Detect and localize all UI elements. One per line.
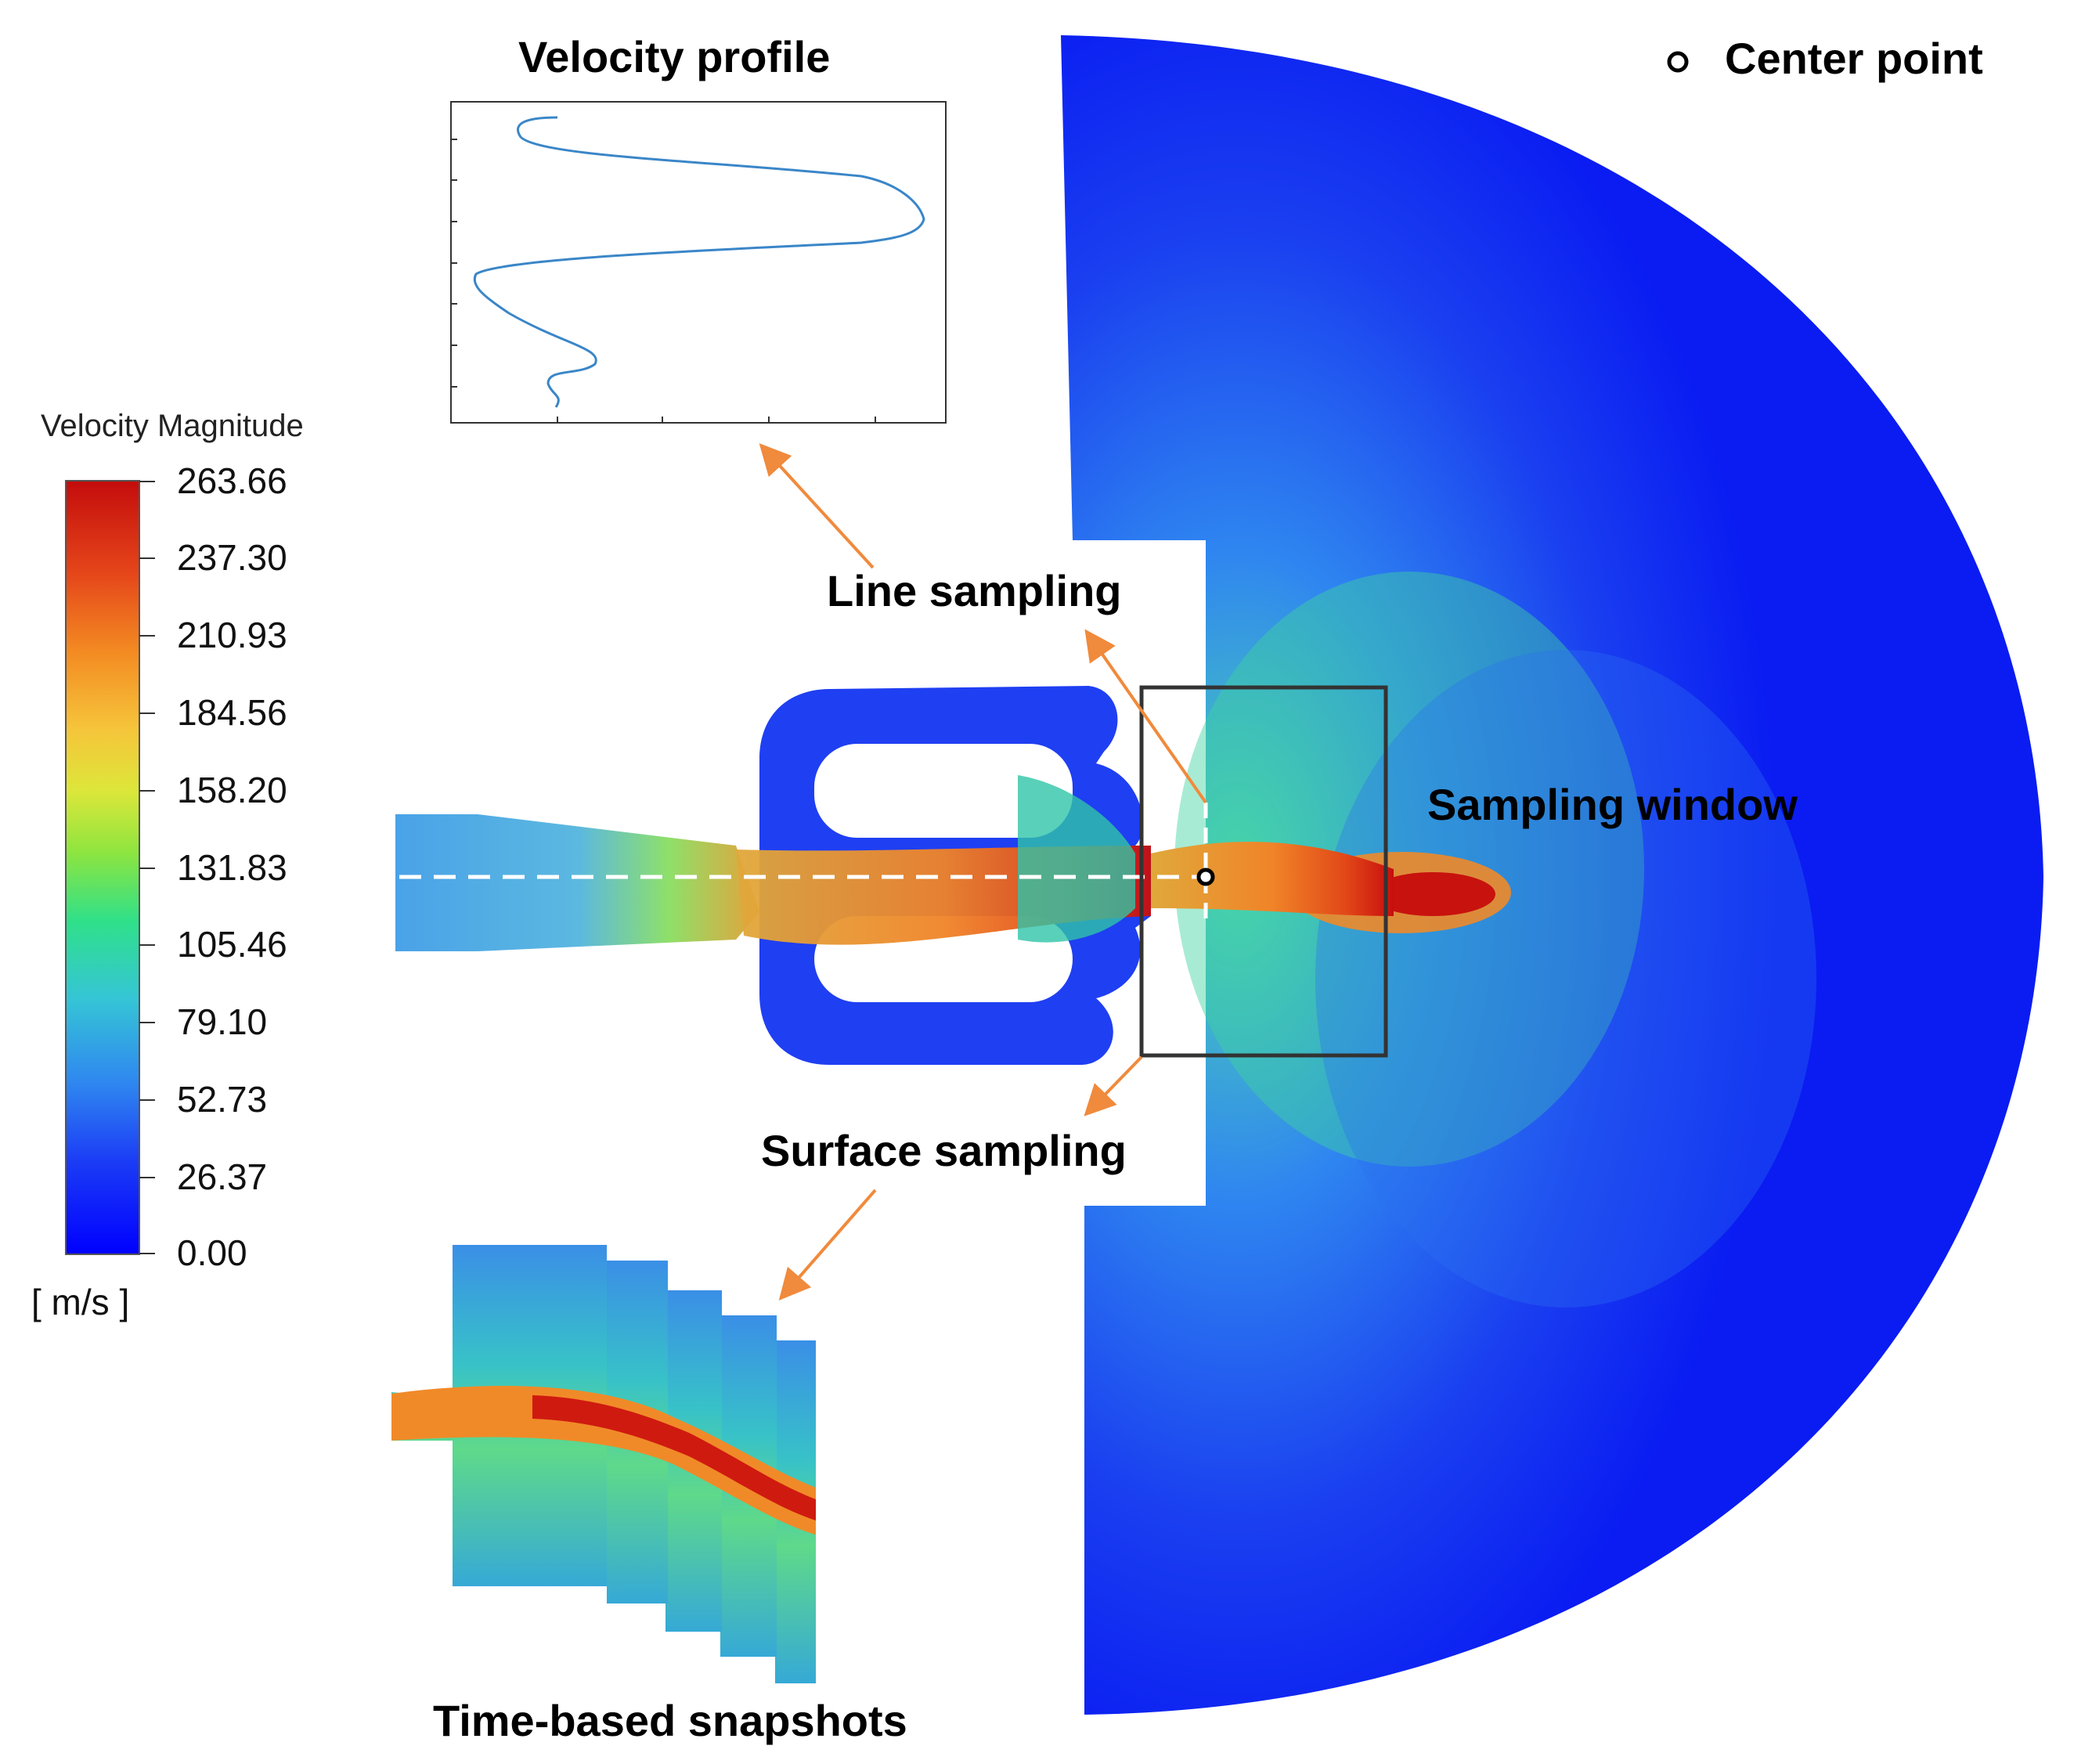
- annotation-arrows: [759, 443, 1207, 1301]
- nozzle-inlet: [395, 814, 759, 951]
- colorbar-tick-label: 131.83: [177, 847, 287, 888]
- colorbar-tick-label: 263.66: [177, 460, 287, 501]
- snapshot-jet-band: [391, 1386, 816, 1535]
- arrow-to-line-sampling-label: [1084, 629, 1207, 804]
- label-surface-sampling: Surface sampling: [761, 1126, 1127, 1175]
- legend-center-point-icon: [1667, 51, 1689, 73]
- time-snapshots: [391, 1245, 816, 1683]
- arrow-surface-to-snapshots: [778, 1189, 877, 1301]
- device-flow-green: [1018, 775, 1135, 943]
- colorbar-tick-label: 79.10: [177, 1001, 268, 1042]
- label-time-snapshots: Time-based snapshots: [433, 1696, 907, 1745]
- colorbar-tick-label: 52.73: [177, 1079, 268, 1120]
- device-window-top: [814, 744, 1073, 838]
- colorbar: [65, 480, 155, 1255]
- profile-x-ticks: [557, 417, 876, 423]
- exit-jet: [1151, 842, 1394, 916]
- colorbar-ticks: [139, 481, 155, 1254]
- colorbar-tick-label: 210.93: [177, 615, 287, 655]
- colorbar-title: Velocity Magnitude: [41, 409, 304, 443]
- profile-plot-frame: [450, 101, 947, 424]
- arrow-window-to-surface: [1084, 1055, 1143, 1116]
- colorbar-tick-label: 0.00: [177, 1232, 247, 1273]
- arrow-line-to-profile: [759, 443, 875, 569]
- velocity-profile-plot: [450, 101, 947, 424]
- colorbar-tick-label: 158.20: [177, 770, 287, 810]
- snapshot-jet-core: [532, 1395, 816, 1521]
- colorbar-tick-label: 105.46: [177, 924, 287, 965]
- label-sampling-window: Sampling window: [1427, 780, 1798, 829]
- label-velocity-profile: Velocity profile: [518, 32, 831, 81]
- colorbar-tick-label: 184.56: [177, 692, 287, 733]
- flow-field: [1061, 35, 2043, 1715]
- sampling-window-frame: [1139, 685, 1388, 1058]
- colorbar-bar: [65, 480, 140, 1255]
- swirl-region: [1315, 650, 1816, 1308]
- colorbar-unit: [ m/s ]: [31, 1282, 130, 1322]
- colorbar-tick-label: 237.30: [177, 537, 287, 578]
- profile-curve: [473, 116, 925, 408]
- label-center-point: Center point: [1725, 34, 1983, 83]
- label-line-sampling: Line sampling: [827, 566, 1122, 615]
- center-point-marker: [1196, 868, 1215, 886]
- colorbar-tick-label: 26.37: [177, 1156, 268, 1197]
- jet-hot-core: [1370, 872, 1495, 916]
- profile-y-ticks: [451, 139, 457, 388]
- semicircle-domain: [1061, 35, 2043, 1715]
